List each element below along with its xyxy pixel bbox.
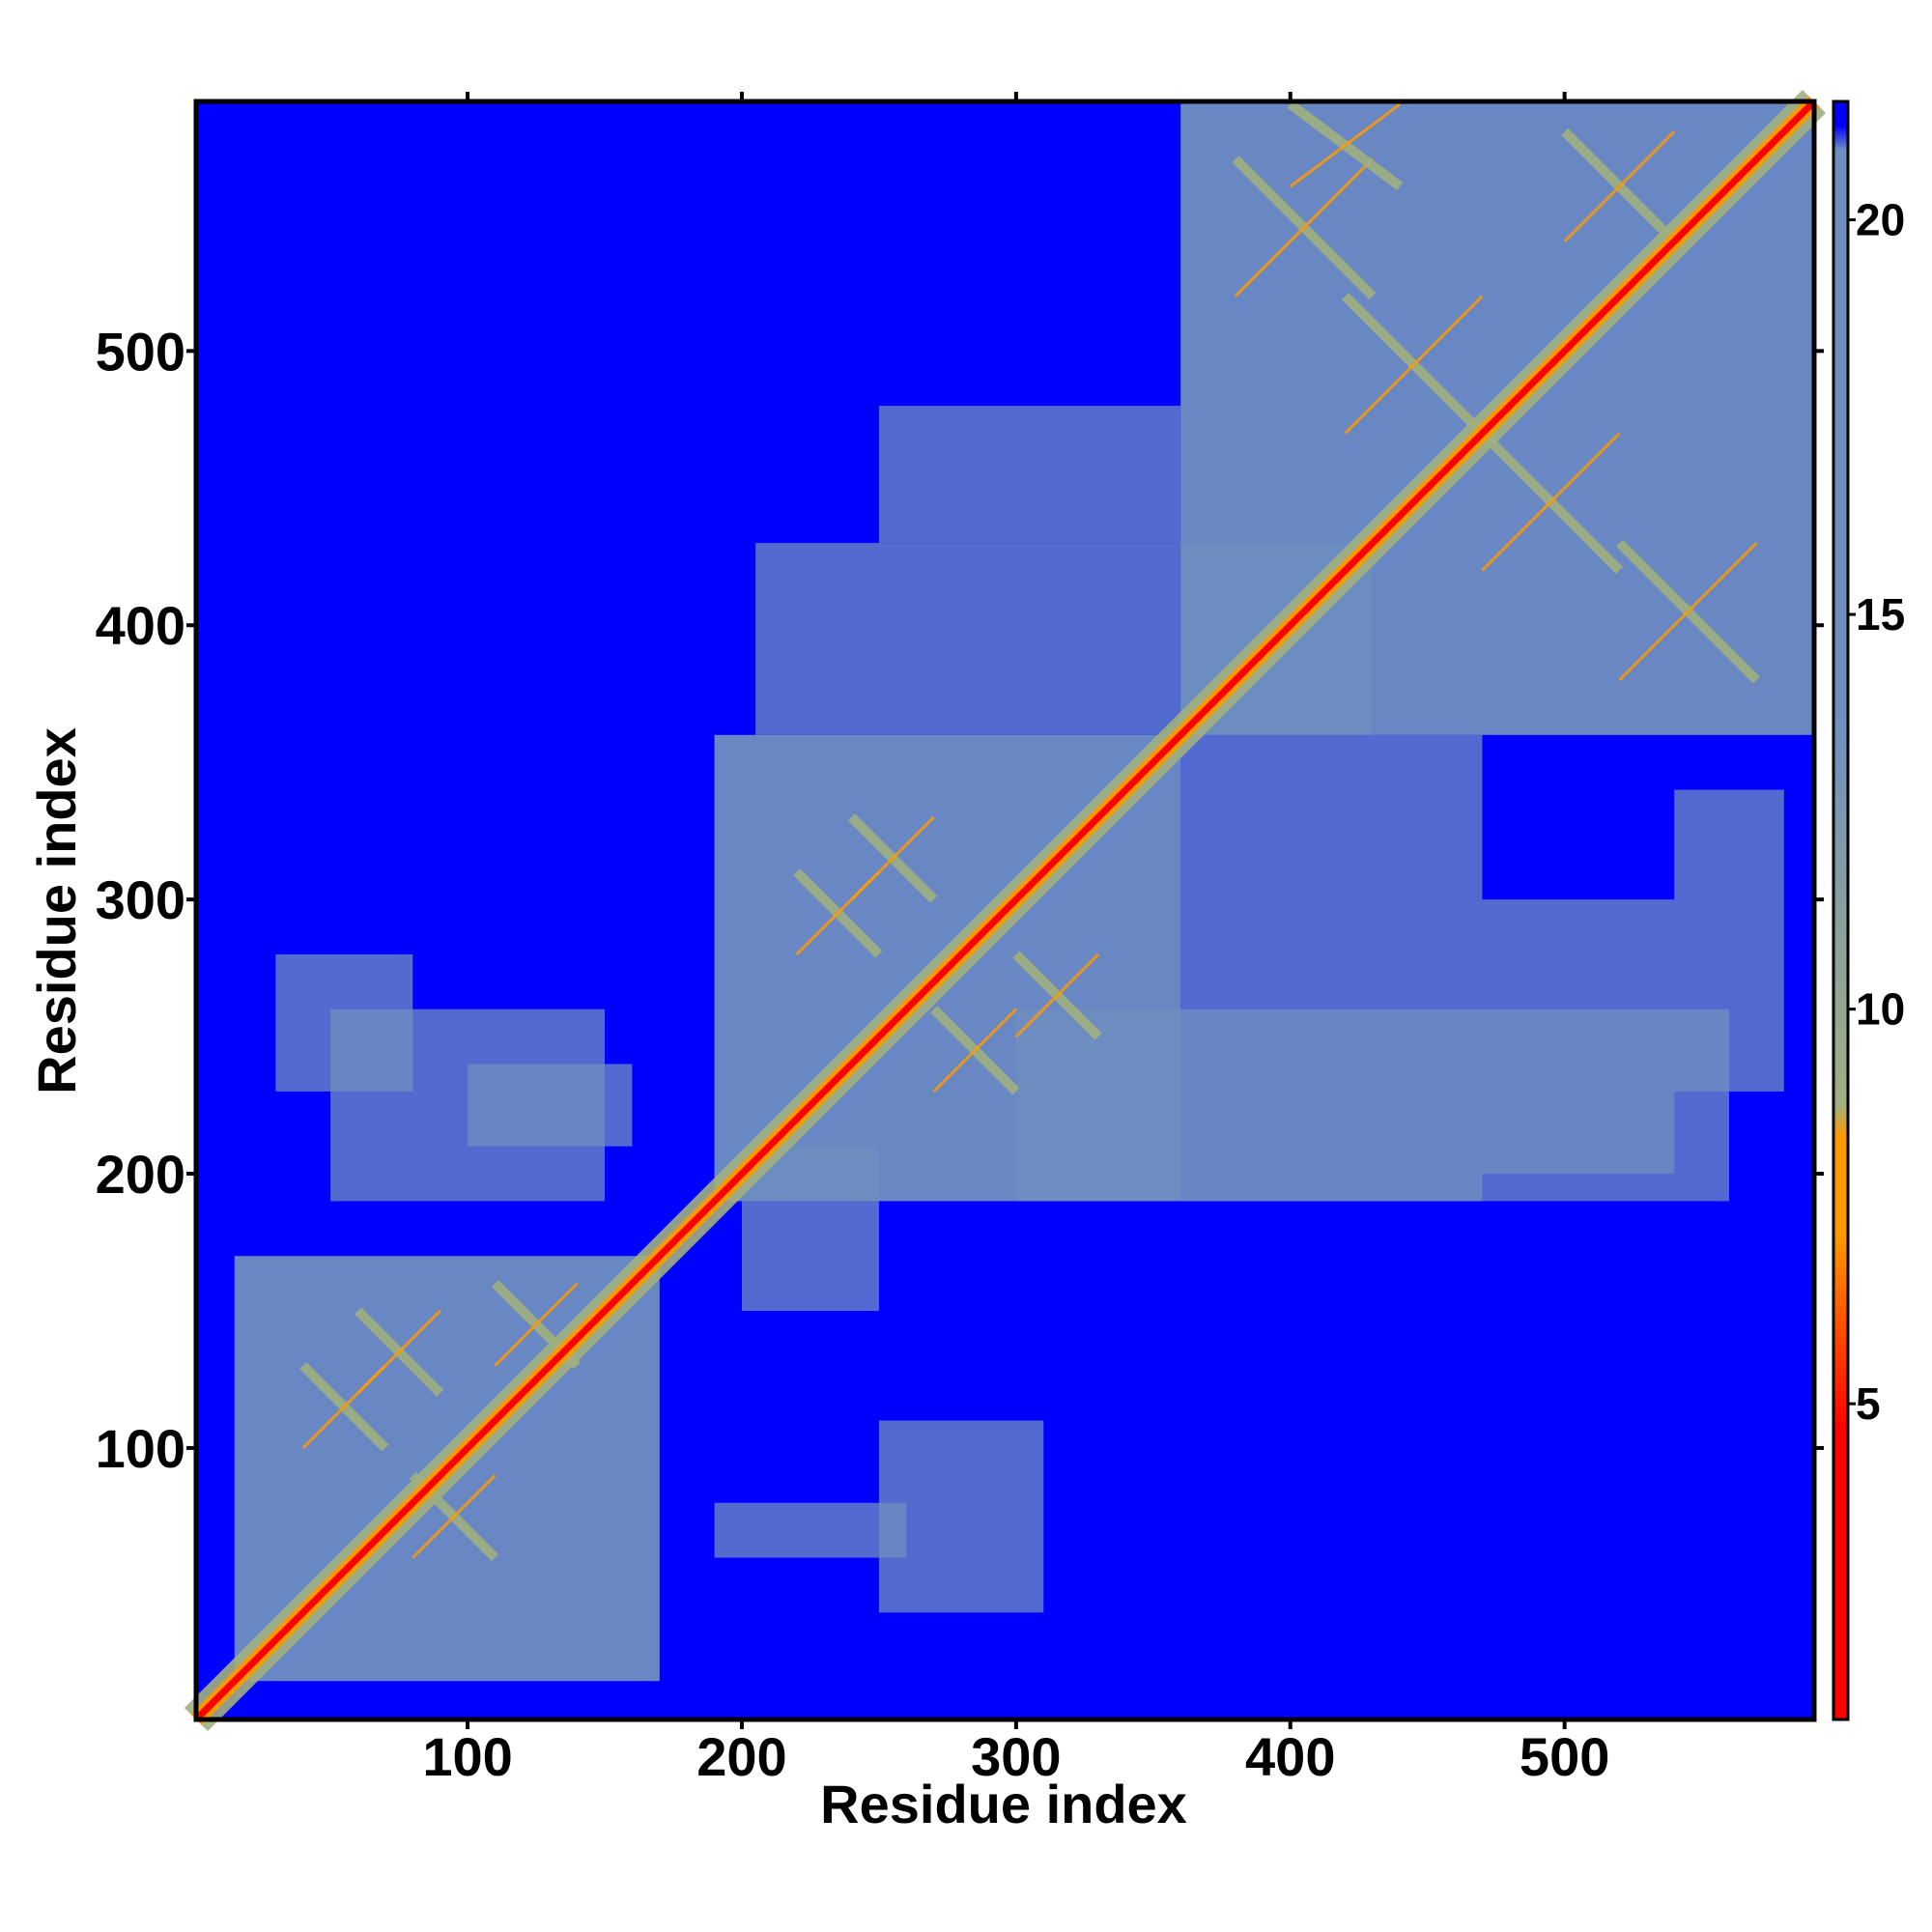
y-axis-title: Residue index — [26, 727, 87, 1094]
colorbar-tick-label: 5 — [1856, 1378, 1881, 1429]
colorbar-tick-label: 20 — [1856, 195, 1905, 245]
contact-stripe — [1014, 952, 1100, 1038]
contact-region — [1482, 899, 1675, 1175]
contact-stripe — [1481, 432, 1621, 572]
diagonal-core — [193, 99, 1817, 1722]
x-tick-label: 400 — [1245, 1726, 1335, 1787]
contact-region — [1674, 789, 1784, 1092]
x-tick-label: 100 — [422, 1726, 512, 1787]
y-tick-label: 100 — [96, 1418, 185, 1479]
contact-stripe — [1618, 542, 1758, 682]
colorbar-bar — [1832, 99, 1850, 1721]
x-tick-label: 300 — [971, 1726, 1061, 1787]
plot-frame — [193, 99, 1817, 1722]
y-tick-label: 500 — [96, 321, 185, 382]
x-tick-label: 200 — [696, 1726, 786, 1787]
contact-region — [468, 1064, 633, 1147]
y-tick-label: 200 — [96, 1144, 185, 1205]
contact-region — [1180, 734, 1483, 1202]
contact-region — [714, 1502, 907, 1558]
contact-stripe — [412, 1474, 497, 1559]
plot-border — [193, 99, 1817, 1722]
colorbar-tick-label: 15 — [1856, 589, 1905, 639]
y-axis-ticks: 100 200 300 400 500 — [96, 321, 1824, 1479]
contact-stripe — [1234, 157, 1374, 298]
contact-stripe — [850, 815, 935, 901]
contact-stripe — [1563, 130, 1676, 242]
contact-region — [275, 953, 413, 1092]
colorbar-tick-label: 10 — [1856, 984, 1905, 1035]
colorbar: 5 10 15 20 — [1832, 99, 1905, 1721]
x-axis-ticks: 100 200 300 400 500 — [422, 92, 1609, 1787]
contact-stripe — [932, 1008, 1017, 1093]
contact-stripe — [494, 1282, 579, 1367]
contact-stripe — [1344, 295, 1484, 435]
x-axis-title: Residue index — [820, 1774, 1187, 1834]
contact-region — [878, 406, 1181, 544]
y-tick-label: 300 — [96, 869, 185, 930]
contact-stripe — [1289, 102, 1402, 188]
contact-stripe — [356, 1309, 441, 1395]
heatmap — [184, 89, 1827, 1732]
x-tick-label: 500 — [1520, 1726, 1609, 1787]
y-tick-label: 400 — [96, 595, 185, 656]
